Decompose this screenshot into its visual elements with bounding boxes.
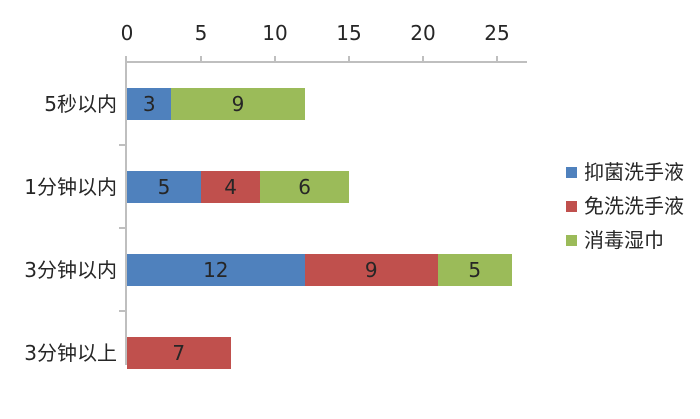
bar-data-label: 5: [468, 257, 482, 282]
bar-data-label: 12: [203, 257, 229, 282]
x-axis-tick-mark: [274, 56, 276, 61]
legend-item: 消毒湿巾: [566, 229, 684, 251]
legend: 抑菌洗手液免洗洗手液消毒湿巾: [566, 161, 684, 263]
x-axis-line: [127, 61, 527, 63]
x-axis-tick-label: 5: [194, 21, 208, 45]
legend-item: 抑菌洗手液: [566, 161, 684, 183]
y-axis-category-label: 1分钟以内: [24, 174, 117, 199]
legend-swatch-icon: [566, 200, 577, 212]
x-axis-tick-label: 25: [484, 21, 510, 45]
x-axis-tick-mark: [348, 56, 350, 61]
bar-segment: 12: [127, 253, 305, 286]
y-axis-category-label: 5秒以内: [44, 91, 117, 116]
legend-label: 消毒湿巾: [584, 228, 664, 252]
bar-data-label: 5: [157, 174, 171, 199]
legend-swatch-icon: [566, 166, 577, 178]
x-axis-tick-label: 10: [262, 21, 288, 45]
bar-segment: 9: [304, 253, 438, 286]
x-axis-tick-mark: [422, 56, 424, 61]
bar-segment: 5: [127, 170, 201, 203]
y-axis-line: [125, 56, 127, 365]
bar-data-label: 7: [172, 340, 186, 365]
bar-segment: 6: [260, 170, 349, 203]
bar-segment: 4: [201, 170, 261, 203]
y-axis-category-label: 3分钟以上: [24, 340, 117, 365]
legend-label: 免洗洗手液: [584, 194, 684, 218]
legend-swatch-icon: [566, 234, 577, 246]
bar-data-label: 9: [231, 91, 245, 116]
bar-data-label: 4: [224, 174, 237, 199]
legend-item: 免洗洗手液: [566, 195, 684, 217]
bar-segment: 3: [127, 87, 172, 120]
bar-segment: 9: [171, 87, 305, 120]
legend-label: 抑菌洗手液: [584, 160, 684, 184]
x-axis-tick-mark: [496, 56, 498, 61]
bar-data-label: 9: [364, 257, 378, 282]
x-axis-tick-label: 0: [120, 21, 134, 45]
x-axis-tick-label: 20: [410, 21, 436, 45]
x-axis-tick-mark: [200, 56, 202, 61]
y-axis-tick-mark: [119, 227, 125, 229]
bar-data-label: 3: [142, 91, 156, 116]
bar-data-label: 6: [298, 174, 311, 199]
y-axis-category-label: 3分钟以内: [24, 257, 117, 282]
x-axis-tick-label: 15: [336, 21, 362, 45]
y-axis-tick-mark: [119, 310, 125, 312]
bar-segment: 5: [437, 253, 512, 286]
bar-segment: 7: [127, 336, 231, 369]
y-axis-tick-mark: [119, 144, 125, 146]
